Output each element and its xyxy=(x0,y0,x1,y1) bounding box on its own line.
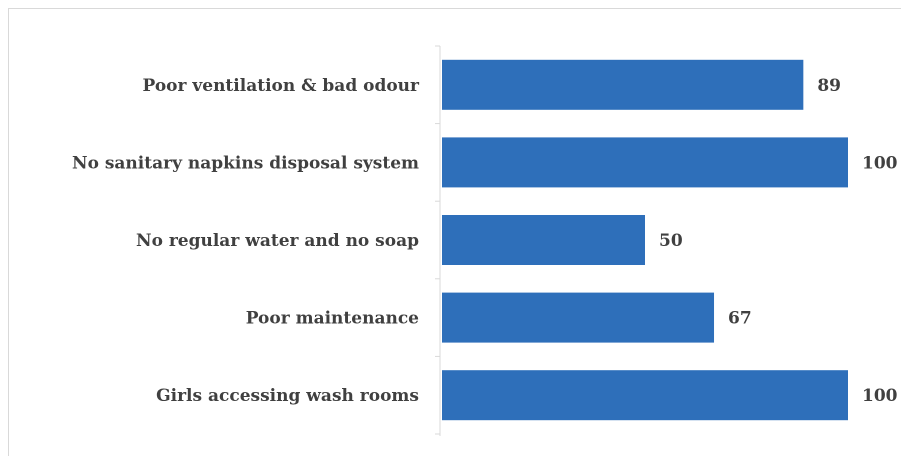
bar xyxy=(442,59,804,110)
chart-labels-group: Poor ventilation & bad odour 89 No sanitar… xyxy=(72,76,898,406)
bar xyxy=(442,370,848,421)
data-label: 100 xyxy=(862,386,898,406)
category-label: Girls accessing wash rooms xyxy=(156,386,419,406)
category-label: Poor maintenance xyxy=(246,309,419,329)
data-label: 50 xyxy=(659,231,683,251)
chart-border xyxy=(8,8,901,456)
bar xyxy=(442,292,715,343)
category-label: Poor ventilation & bad odour xyxy=(143,76,421,96)
bar xyxy=(442,215,645,265)
category-label: No sanitary napkins disposal system xyxy=(72,153,419,173)
data-label: 89 xyxy=(817,76,841,96)
data-label: 67 xyxy=(728,309,752,329)
chart-axis-group xyxy=(435,45,441,436)
category-label: No regular water and no soap xyxy=(136,231,419,251)
data-label: 100 xyxy=(862,153,898,173)
chart-bars-group xyxy=(442,59,848,421)
bar xyxy=(442,137,848,188)
